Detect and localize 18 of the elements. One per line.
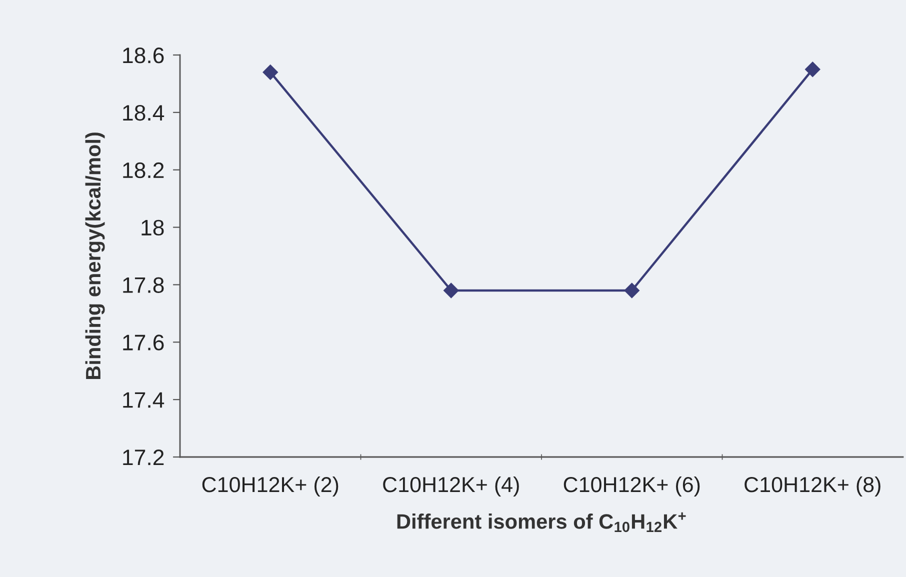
x-axis-title: Different isomers of C$_{10}$H$_{12}$K$^{+}$ bbox=[397, 512, 686, 532]
x-tick-label: C10H12K+ (6) bbox=[564, 476, 700, 496]
y-tick-label: 17.4 bbox=[123, 392, 164, 408]
y-tick-label: 18.6 bbox=[123, 48, 164, 64]
y-axis-title: Binding energy(kcal/mol) bbox=[85, 132, 105, 380]
x-tick-label: C10H12K+ (8) bbox=[744, 476, 880, 496]
point bbox=[805, 62, 820, 77]
x-tick-label: C10H12K+ (4) bbox=[383, 476, 519, 496]
y-tick-label: 17.2 bbox=[123, 450, 164, 466]
x-tick-label: C10H12K+ (2) bbox=[202, 476, 338, 496]
point bbox=[262, 64, 278, 80]
y-tick-label: 18.2 bbox=[123, 162, 164, 178]
point bbox=[624, 282, 640, 298]
y-tick-label: 17.8 bbox=[123, 277, 164, 293]
point bbox=[444, 282, 459, 298]
y-tick-label: 18.4 bbox=[123, 104, 164, 121]
y-tick-label: 17.6 bbox=[123, 334, 164, 350]
y-tick-label: 18 bbox=[142, 220, 164, 236]
